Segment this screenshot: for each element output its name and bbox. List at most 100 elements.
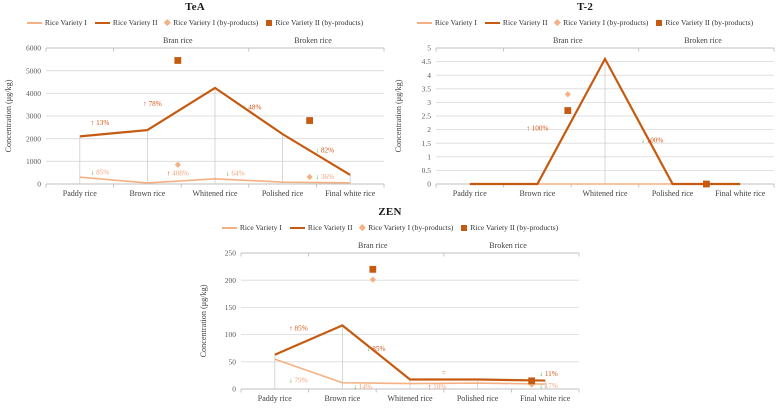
y-axis-tick-label: 100	[225, 330, 237, 339]
x-axis-category-label: Polished rice	[262, 189, 304, 198]
percent-annotation: ↓ 14%	[353, 383, 372, 391]
chart-title: TeA	[185, 1, 205, 13]
percent-annotation: ↓ 17%	[539, 382, 558, 390]
x-axis-category-label: Final white rice	[325, 189, 376, 198]
percent-annotation: ↑ 10%	[428, 383, 447, 391]
diamond-marker-icon	[174, 161, 181, 168]
y-axis-tick-label: 4000	[26, 89, 41, 98]
legend-item: Rice Variety II (by-products)	[266, 18, 363, 27]
y-axis-tick-label: 5000	[26, 66, 41, 75]
legend-item: Rice Variety I	[26, 18, 87, 27]
y-axis-title: Concentration (μg/kg)	[4, 79, 13, 152]
chart-legend: Rice Variety I Rice Variety II Rice Variet…	[195, 223, 585, 232]
legend-item: Rice Variety I	[221, 223, 282, 232]
y-axis-tick-label: 6000	[26, 44, 41, 53]
down-arrow-icon: ↓	[641, 136, 645, 144]
byproduct-markers-variety-1	[564, 91, 571, 98]
y-axis-title: Concentration (μg/kg)	[394, 79, 403, 152]
top-section-axis: Bran rice Broken rice	[240, 241, 580, 257]
chart-plot-area: 0 50 100 150 200 250 Bran rice Broken rice Paddy…	[199, 241, 580, 403]
percent-annotation: ↓ 100%	[641, 136, 663, 144]
y-axis-tick-label: 3.5	[422, 84, 432, 93]
chart-title: T-2	[576, 1, 594, 13]
byproduct-markers-variety-1	[174, 161, 313, 181]
percent-annotation: =	[442, 369, 446, 377]
y-axis-tick-label: 50	[229, 357, 237, 366]
y-axis-tick-label: 1	[427, 152, 431, 161]
section-label: Bran rice	[553, 36, 583, 45]
legend-label: Rice Variety II (by-products)	[665, 18, 754, 27]
x-axis-category-label: Final white rice	[715, 189, 766, 198]
x-axis-category-label: Whitened rice	[192, 189, 238, 198]
percent-annotation: ↑ 13%	[91, 119, 110, 127]
y-axis-tick-label: 250	[225, 249, 237, 258]
series-line-variety-2	[274, 324, 546, 382]
percent-annotation: ↓ 48%	[243, 103, 262, 111]
x-axis-category-label: Final white rice	[520, 394, 571, 403]
x-axis: Paddy rice Brown rice Whitened rice Polishe…	[45, 183, 385, 198]
drop-lines	[79, 87, 351, 184]
legend-label: Rice Variety II (by-products)	[470, 223, 559, 232]
y-axis-tick-label: 3000	[26, 112, 41, 121]
percent-annotation: ↓ 11%	[539, 370, 557, 378]
chart-plot-area: 0 1000 2000 3000 4000 5000 6000 Bran rice Broken…	[4, 36, 385, 198]
x-axis-category-label: Whitened rice	[387, 394, 433, 403]
section-label: Broken rice	[684, 36, 722, 45]
legend-label: Rice Variety I (by-products)	[563, 18, 649, 27]
legend-label: Rice Variety I	[239, 223, 282, 232]
line-swatch-icon	[484, 21, 500, 24]
x-axis: Paddy rice Brown rice Whitened rice Polishe…	[435, 183, 775, 198]
square-swatch-icon	[656, 19, 663, 26]
legend-item: Rice Variety II	[484, 18, 548, 27]
square-marker-icon	[174, 57, 182, 64]
chart-t2: T-2 Rice Variety I Rice Variety II Rice Va…	[390, 0, 780, 205]
down-arrow-icon: ↓	[316, 146, 320, 154]
down-arrow-icon: ↓	[539, 370, 543, 378]
x-axis-category-label: Brown rice	[325, 394, 361, 403]
line-swatch-icon	[416, 21, 432, 24]
percent-annotation: ↑ 78%	[143, 100, 162, 108]
square-marker-icon	[703, 180, 710, 188]
x-axis-category-label: Brown rice	[130, 189, 166, 198]
square-marker-icon	[306, 117, 314, 124]
legend-label: Rice Variety I	[434, 18, 477, 27]
x-axis-category-label: Polished rice	[652, 189, 694, 198]
x-axis-category-label: Whitened rice	[582, 189, 628, 198]
chart-tea: TeA Rice Variety I Rice Variety II Rice Va…	[0, 0, 390, 205]
chart-title: ZEN	[378, 206, 402, 218]
y-axis-tick-label: 1.5	[422, 139, 432, 148]
percent-annotation: ↑ 85%	[289, 324, 308, 332]
y-axis-tick-label: 0	[232, 385, 236, 394]
up-arrow-icon: ↑	[526, 125, 530, 133]
diamond-marker-icon	[528, 381, 535, 388]
gridlines	[241, 252, 579, 390]
square-marker-icon	[369, 265, 377, 273]
series-line-variety-2	[79, 86, 351, 176]
legend-label: Rice Variety II	[502, 18, 548, 27]
x-axis-category-label: Paddy rice	[453, 189, 487, 198]
legend-item: Rice Variety I (by-products)	[359, 223, 453, 232]
down-arrow-icon: ↓	[243, 103, 247, 111]
byproduct-markers-variety-2	[369, 265, 536, 385]
legend-item: Rice Variety I	[416, 18, 477, 27]
line-swatch-icon	[94, 21, 110, 24]
legend-item: Rice Variety I (by-products)	[164, 18, 258, 27]
square-swatch-icon	[461, 224, 468, 231]
byproduct-markers-variety-1	[369, 276, 535, 388]
y-axis-tick-label: 2000	[26, 134, 41, 143]
percent-annotation: ↓ 85%	[91, 169, 110, 177]
byproduct-markers-variety-2	[564, 107, 710, 188]
chart-legend: Rice Variety I Rice Variety II Rice Variet…	[390, 18, 780, 27]
down-arrow-icon: ↓	[353, 383, 357, 391]
series-line-variety-1	[274, 358, 546, 385]
section-label: Bran rice	[358, 241, 388, 250]
y-axis-title: Concentration (μg/kg)	[199, 284, 208, 357]
down-arrow-icon: ↓	[367, 345, 371, 353]
up-arrow-icon: ↑	[167, 170, 171, 178]
square-marker-icon	[528, 377, 536, 385]
percent-annotation: ↓ 82%	[316, 146, 335, 154]
down-arrow-icon: ↓	[289, 377, 293, 385]
chart-plot-area: 0 0.5 1 1.5 2 2.5 3 3.5 4 4.5 5 Bran rice Broken ric…	[394, 36, 775, 198]
drop-lines	[274, 325, 546, 389]
